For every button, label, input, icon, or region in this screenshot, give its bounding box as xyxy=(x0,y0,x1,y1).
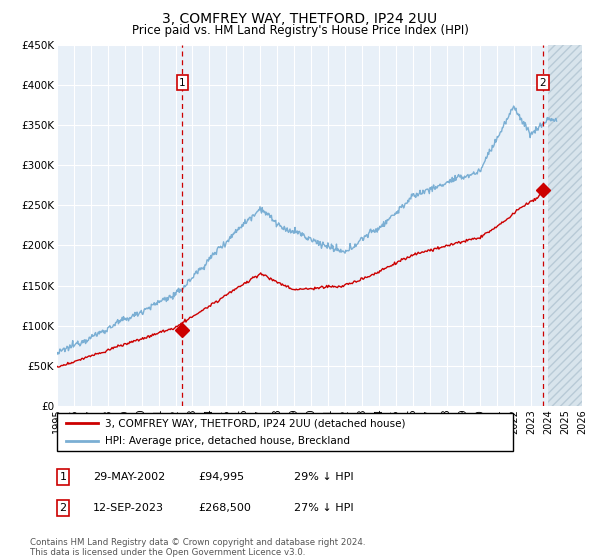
Text: 3, COMFREY WAY, THETFORD, IP24 2UU: 3, COMFREY WAY, THETFORD, IP24 2UU xyxy=(163,12,437,26)
Text: 29% ↓ HPI: 29% ↓ HPI xyxy=(294,472,353,482)
Text: 1: 1 xyxy=(179,78,186,88)
Text: 1: 1 xyxy=(59,472,67,482)
Text: £268,500: £268,500 xyxy=(198,503,251,513)
Text: Contains HM Land Registry data © Crown copyright and database right 2024.
This d: Contains HM Land Registry data © Crown c… xyxy=(30,538,365,557)
Text: 2: 2 xyxy=(540,78,547,88)
Text: 12-SEP-2023: 12-SEP-2023 xyxy=(93,503,164,513)
Text: 27% ↓ HPI: 27% ↓ HPI xyxy=(294,503,353,513)
Text: 3, COMFREY WAY, THETFORD, IP24 2UU (detached house): 3, COMFREY WAY, THETFORD, IP24 2UU (deta… xyxy=(105,418,406,428)
Text: £94,995: £94,995 xyxy=(198,472,244,482)
Text: 29-MAY-2002: 29-MAY-2002 xyxy=(93,472,165,482)
Bar xyxy=(548,45,582,406)
Text: HPI: Average price, detached house, Breckland: HPI: Average price, detached house, Brec… xyxy=(105,436,350,446)
FancyBboxPatch shape xyxy=(57,413,513,451)
Text: Price paid vs. HM Land Registry's House Price Index (HPI): Price paid vs. HM Land Registry's House … xyxy=(131,24,469,37)
Bar xyxy=(548,45,582,406)
Text: 2: 2 xyxy=(59,503,67,513)
